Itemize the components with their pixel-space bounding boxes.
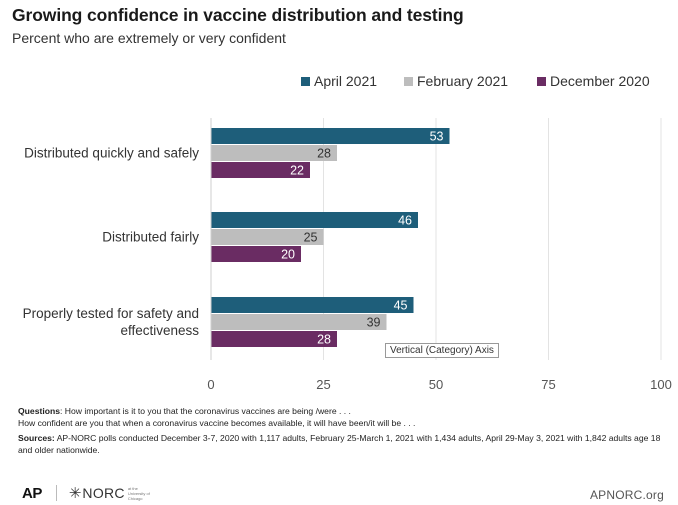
logo-divider xyxy=(55,485,57,501)
legend-swatch xyxy=(537,77,546,86)
x-tick-label: 50 xyxy=(429,377,443,392)
bar xyxy=(211,297,414,313)
category-label: Properly tested for safety and xyxy=(23,306,199,321)
norc-tagline: at the University of Chicago xyxy=(127,485,150,501)
legend-label: February 2021 xyxy=(417,73,508,89)
bar xyxy=(211,331,337,347)
bar xyxy=(211,314,387,330)
bar xyxy=(211,246,301,262)
data-label: 20 xyxy=(281,248,295,262)
legend-label: December 2020 xyxy=(550,73,650,89)
x-tick-label: 0 xyxy=(207,377,214,392)
sources-note: Sources: AP-NORC polls conducted Decembe… xyxy=(18,433,666,456)
site-url[interactable]: APNORC.org xyxy=(589,488,664,502)
data-label: 45 xyxy=(394,299,408,313)
bar xyxy=(211,145,337,161)
bar xyxy=(211,212,418,228)
data-label: 39 xyxy=(367,316,381,330)
data-label: 53 xyxy=(430,130,444,144)
bar-chart: April 2021 February 2021 December 2020 53 28… xyxy=(23,73,672,392)
data-label: 28 xyxy=(317,147,331,161)
category-label: Distributed quickly and safely xyxy=(24,146,199,161)
bar xyxy=(211,229,324,245)
ap-logo: AP xyxy=(22,484,42,502)
chart-title: Growing confidence in vaccine distributi… xyxy=(12,5,464,25)
questions-line-2: How confident are you that when a corona… xyxy=(18,417,416,428)
category-label: Distributed fairly xyxy=(102,230,199,245)
legend-label: April 2021 xyxy=(314,73,377,89)
category-label: effectiveness xyxy=(120,323,199,338)
legend-swatch xyxy=(404,77,413,86)
questions-note: Questions: How important is it to you th… xyxy=(18,406,666,418)
data-label: 25 xyxy=(304,231,318,245)
norc-logo: NORC xyxy=(82,485,125,501)
sources-text: AP-NORC polls conducted December 3-7, 20… xyxy=(18,433,661,455)
x-tick-label: 25 xyxy=(316,377,330,392)
footer-logos: AP ✳ NORC at the University of Chicago xyxy=(22,484,152,503)
data-label: 28 xyxy=(317,333,331,347)
x-tick-label: 75 xyxy=(541,377,555,392)
bar xyxy=(211,162,310,178)
x-tick-label: 100 xyxy=(650,377,672,392)
legend-swatch xyxy=(301,77,310,86)
data-label: 22 xyxy=(290,164,304,178)
axis-tooltip: Vertical (Category) Axis xyxy=(385,343,499,358)
norc-star-icon: ✳ xyxy=(68,485,82,502)
chart-subtitle: Percent who are extremely or very confid… xyxy=(12,30,286,46)
bar xyxy=(211,128,450,144)
questions-line-1: : How important is it to you that the co… xyxy=(60,406,351,416)
chart-notes: Questions: How important is it to you th… xyxy=(18,406,666,456)
questions-label: Questions xyxy=(18,406,61,416)
data-label: 46 xyxy=(398,214,412,228)
sources-label: Sources: xyxy=(18,433,55,443)
